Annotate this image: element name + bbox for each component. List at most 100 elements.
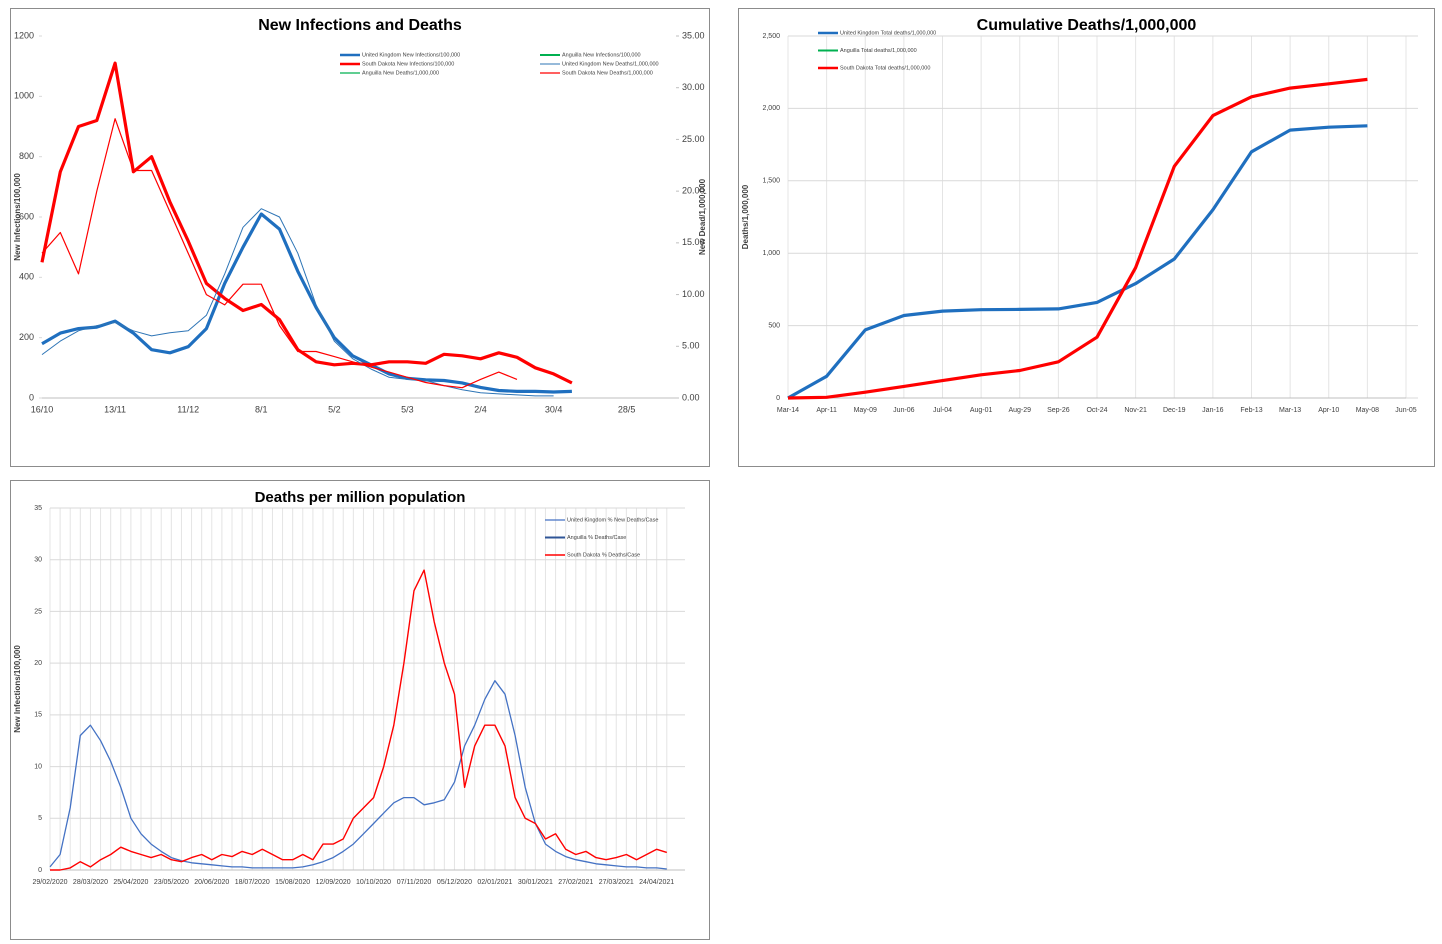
y-tick-label: 0 xyxy=(29,392,34,402)
legend-label: United Kingdom New Infections/100,000 xyxy=(362,52,460,58)
legend-label: Anguilla Total deaths/1,000,000 xyxy=(840,48,917,54)
y-tick-label: 35 xyxy=(34,505,42,512)
x-tick-label: 07/11/2020 xyxy=(397,879,432,886)
y-tick-label: 600 xyxy=(19,211,34,221)
y-tick-label: 30 xyxy=(34,557,42,564)
legend-label: Anguilla New Deaths/1,000,000 xyxy=(362,70,439,76)
x-tick-label: 18/07/2020 xyxy=(235,879,270,886)
y-tick-label: 1000 xyxy=(14,91,34,101)
x-tick-label: May-09 xyxy=(854,407,877,414)
legend-label: Anguilla % Deaths/Case xyxy=(567,535,626,541)
chart-title: Cumulative Deaths/1,000,000 xyxy=(977,17,1197,34)
x-tick-label: 15/08/2020 xyxy=(275,879,310,886)
chart-panel: Deaths per million population 0 5 10 15 20 25 3… xyxy=(10,480,710,940)
x-tick-label: 5/2 xyxy=(328,404,341,414)
legend-label: United Kingdom New Deaths/1,000,000 xyxy=(562,61,659,67)
chart-title: New Infections and Deaths xyxy=(258,17,462,34)
y-tick-label: 1,500 xyxy=(762,178,780,185)
y-tick-label: 500 xyxy=(768,322,780,329)
y-tick-label: 0 xyxy=(38,867,42,874)
series-line xyxy=(787,77,1368,400)
series-line xyxy=(50,569,668,871)
x-tick-label: Jun-06 xyxy=(893,407,915,414)
y2-axis-title: New Dead/1,000,000 xyxy=(698,178,707,255)
x-tick-label: 28/03/2020 xyxy=(73,879,108,886)
x-tick-label: 29/02/2020 xyxy=(32,879,67,886)
x-tick-label: Oct-24 xyxy=(1086,407,1107,414)
x-tick-label: 13/11 xyxy=(104,404,126,414)
x-tick-label: 27/02/2021 xyxy=(558,879,593,886)
chart-panel: Cumulative Deaths/1,000,000 0 500 1,000 1,50… xyxy=(738,8,1435,467)
series-line xyxy=(787,124,1368,400)
y-axis-title: Deaths/1,000,000 xyxy=(741,184,750,249)
x-tick-label: 24/04/2021 xyxy=(639,879,674,886)
x-tick-label: Aug-29 xyxy=(1008,407,1031,414)
x-tick-label: 2/4 xyxy=(474,404,487,414)
x-tick-label: 30/4 xyxy=(545,404,563,414)
series-line xyxy=(40,61,573,385)
x-tick-label: Apr-11 xyxy=(816,407,837,414)
x-tick-label: Mar-14 xyxy=(777,407,799,414)
x-tick-label: Sep-26 xyxy=(1047,407,1070,414)
y-tick-label: 5 xyxy=(38,815,42,822)
y-tick-label: 0.00 xyxy=(682,392,700,402)
x-tick-label: 23/05/2020 xyxy=(154,879,189,886)
y-axis-title: New Infections/100,000 xyxy=(13,173,22,261)
legend-label: South Dakota Total deaths/1,000,000 xyxy=(840,65,930,71)
x-tick-label: 30/01/2021 xyxy=(518,879,553,886)
chart-title: Deaths per million population xyxy=(255,489,466,506)
y-tick-label: 15 xyxy=(34,712,42,719)
y-tick-label: 35.00 xyxy=(682,30,705,40)
y-tick-label: 400 xyxy=(19,272,34,282)
x-tick-label: 16/10 xyxy=(31,404,54,414)
x-tick-label: Mar-13 xyxy=(1279,407,1301,414)
y-tick-label: 200 xyxy=(19,332,34,342)
y-tick-label: 30.00 xyxy=(682,82,705,92)
series-line xyxy=(41,118,518,389)
chart-panel: New Infections and Deaths 0 200 400 600 800 10… xyxy=(10,8,710,467)
x-tick-label: Dec-19 xyxy=(1163,407,1186,414)
chart-border xyxy=(10,8,710,467)
y-tick-label: 20 xyxy=(34,660,42,667)
x-tick-label: Jan-16 xyxy=(1202,407,1224,414)
legend-label: South Dakota % Deaths/Case xyxy=(567,552,640,558)
y-tick-label: 10.00 xyxy=(682,289,705,299)
chart-border xyxy=(10,480,710,940)
x-tick-label: Apr-10 xyxy=(1318,407,1339,414)
y-axis-title: New Infections/100,000 xyxy=(13,645,22,733)
y-tick-label: 800 xyxy=(19,151,34,161)
y-tick-label: 1,000 xyxy=(762,250,780,257)
legend-label: South Dakota New Deaths/1,000,000 xyxy=(562,70,653,76)
x-tick-label: Aug-01 xyxy=(970,407,993,414)
x-tick-label: May-08 xyxy=(1356,407,1379,414)
legend-label: United Kingdom % New Deaths/Case xyxy=(567,517,658,523)
x-tick-label: 27/03/2021 xyxy=(599,879,634,886)
x-tick-label: 12/09/2020 xyxy=(316,879,351,886)
x-tick-label: Jun-05 xyxy=(1395,407,1417,414)
y-tick-label: 25.00 xyxy=(682,134,705,144)
x-tick-label: 8/1 xyxy=(255,404,268,414)
x-tick-label: Feb-13 xyxy=(1240,407,1262,414)
series-line xyxy=(41,212,572,394)
series-line xyxy=(49,680,667,870)
y-tick-label: 2,000 xyxy=(762,105,780,112)
y-tick-label: 5.00 xyxy=(682,341,700,351)
x-tick-label: 20/06/2020 xyxy=(194,879,229,886)
x-tick-label: 05/12/2020 xyxy=(437,879,472,886)
y-tick-label: 2,500 xyxy=(762,33,780,40)
x-tick-label: 11/12 xyxy=(177,404,199,414)
y-tick-label: 20.00 xyxy=(682,186,705,196)
x-tick-label: 28/5 xyxy=(618,404,636,414)
x-tick-label: 5/3 xyxy=(401,404,414,414)
y-tick-label: 0 xyxy=(776,395,780,402)
x-tick-label: Jul-04 xyxy=(933,407,952,414)
legend-label: South Dakota New Infections/100,000 xyxy=(362,61,454,67)
series-line xyxy=(41,208,554,397)
y-tick-label: 15.00 xyxy=(682,237,705,247)
y-tick-label: 1200 xyxy=(14,30,34,40)
x-tick-label: Nov-21 xyxy=(1124,407,1147,414)
x-tick-label: 10/10/2020 xyxy=(356,879,391,886)
y-tick-label: 25 xyxy=(34,608,42,615)
y-tick-label: 10 xyxy=(34,763,42,770)
